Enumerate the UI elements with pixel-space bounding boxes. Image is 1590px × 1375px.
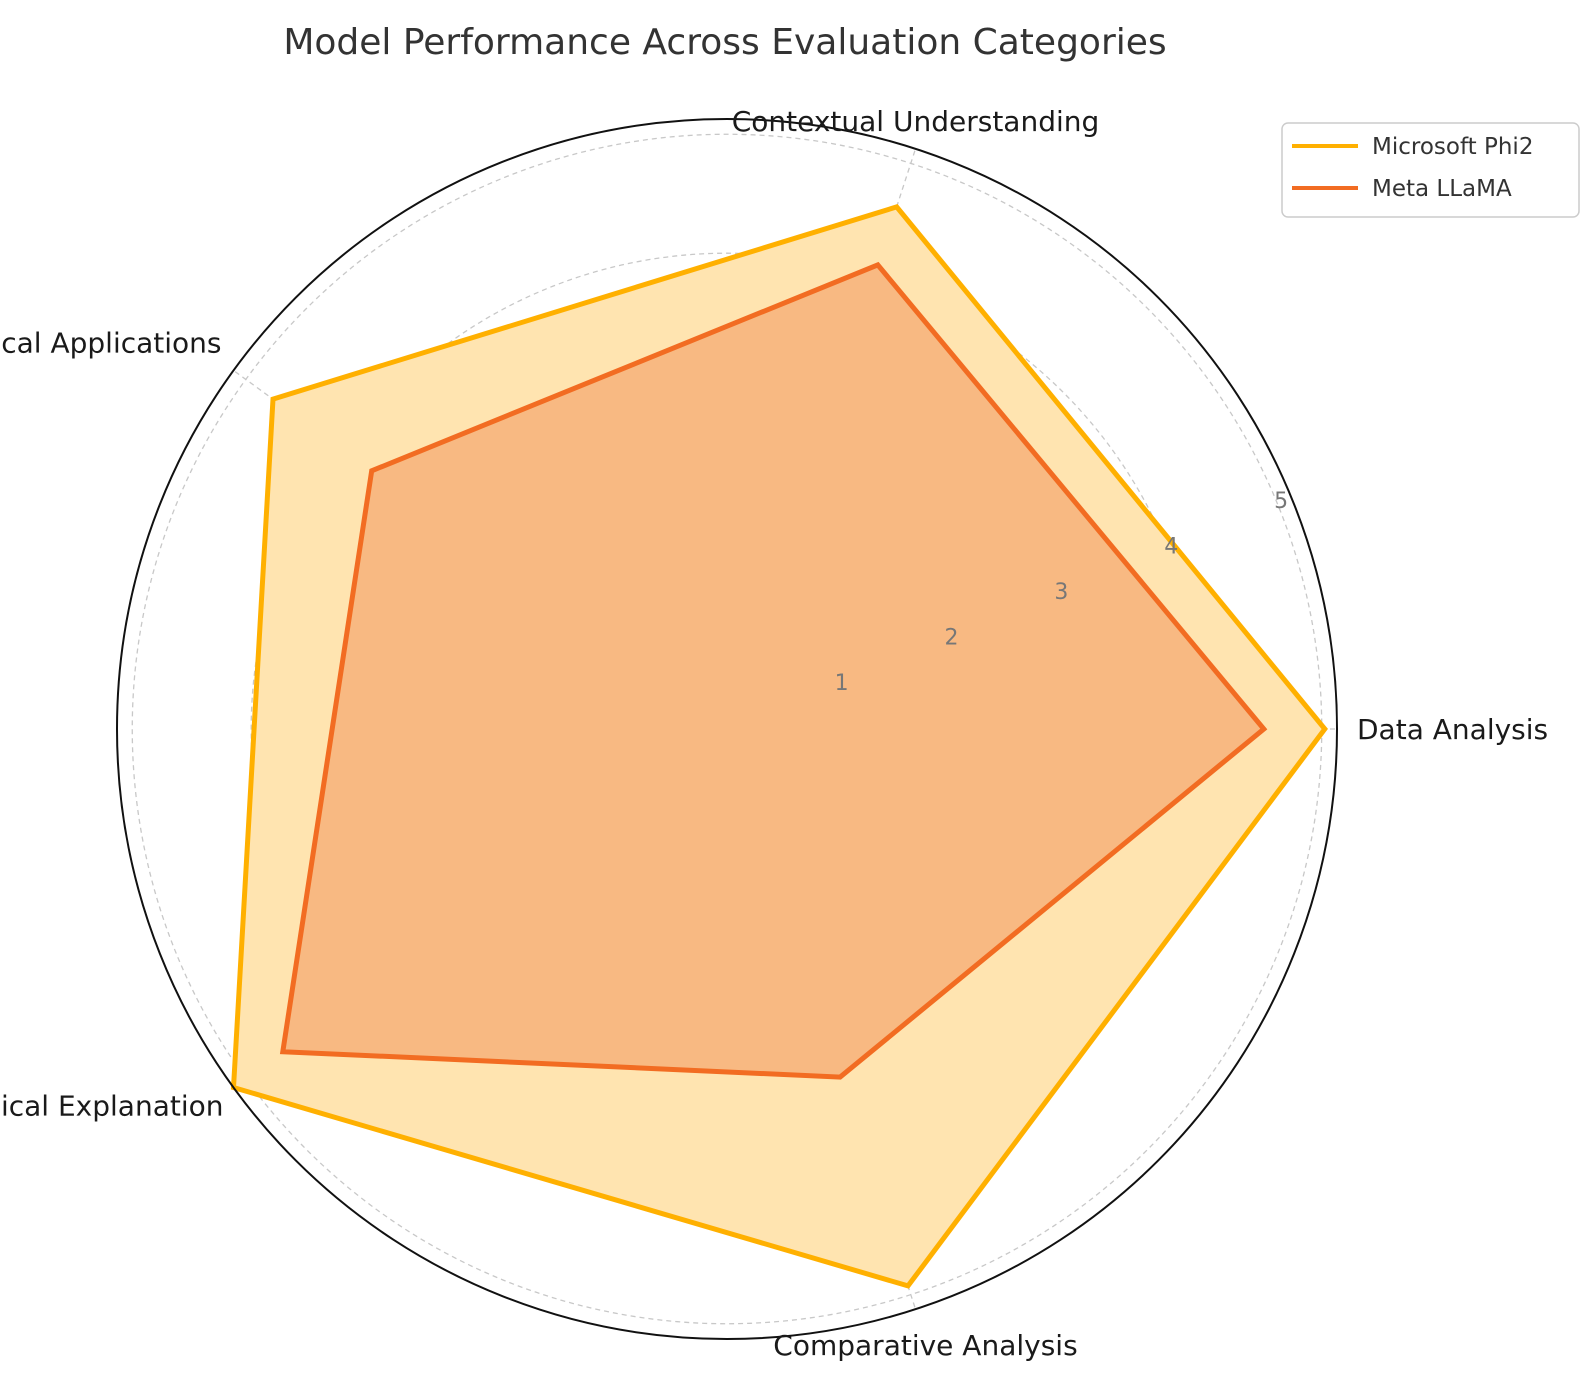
series-area-meta-llama (282, 264, 1264, 1078)
category-label: Contextual Understanding (732, 105, 1100, 138)
radial-tick-label: 5 (1274, 489, 1288, 514)
series-layer (230, 204, 1328, 1289)
outer-frame (116, 118, 1338, 1340)
radial-tick-label: 2 (944, 625, 958, 650)
category-label: Data Analysis (1357, 713, 1548, 746)
category-label: Comparative Analysis (773, 1329, 1077, 1362)
series-line-meta-llama (279, 261, 1268, 1080)
radial-tick-label: 3 (1054, 580, 1068, 605)
series-line-microsoft-phi2 (230, 204, 1328, 1289)
chart-title: Model Performance Across Evaluation Cate… (283, 22, 1166, 63)
radial-tick-label: 1 (835, 671, 849, 696)
legend: Microsoft Phi2 Meta LLaMA (1281, 122, 1580, 218)
legend-label-microsoft-phi2: Microsoft Phi2 (1372, 134, 1533, 160)
category-label: Technical Explanation (0, 1090, 223, 1123)
radial-tick-label: 4 (1164, 534, 1178, 559)
legend-label-meta-llama: Meta LLaMA (1372, 176, 1512, 202)
labels-layer: 1 2 3 4 5 Data Analysis Contextual Understandi… (0, 105, 1548, 1362)
category-label: Practical Applications (0, 326, 221, 359)
